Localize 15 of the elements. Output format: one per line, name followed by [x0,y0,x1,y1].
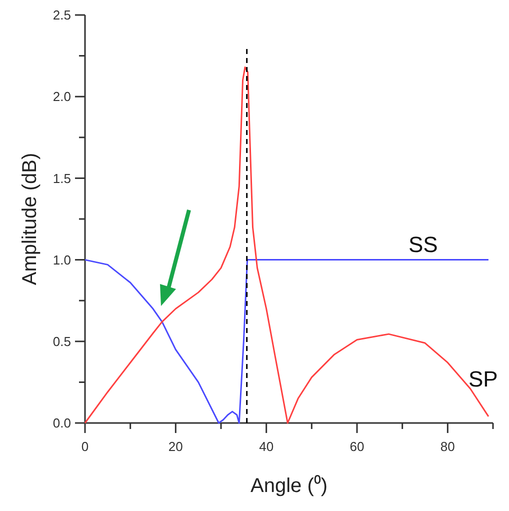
x-tick-label: 20 [168,439,183,454]
y-tick-label: 1.0 [52,252,71,268]
x-tick-label: 0 [81,439,89,454]
y-tick-label: 0.5 [52,334,71,349]
x-axis-title: Angle (⁰) [250,474,328,497]
x-tick-label: 80 [440,439,455,454]
y-tick-label: 1.5 [52,170,71,186]
x-tick-label: 60 [350,439,364,454]
x-tick-label: 40 [259,439,274,454]
series-label: SP [468,366,498,392]
y-tick-label: 2.0 [52,89,71,104]
y-tick-label: 2.5 [52,8,71,23]
series-label: SS [408,232,438,257]
y-axis-title: Amplitude (dB) [19,152,41,286]
y-tick-label: 0.0 [52,416,71,431]
